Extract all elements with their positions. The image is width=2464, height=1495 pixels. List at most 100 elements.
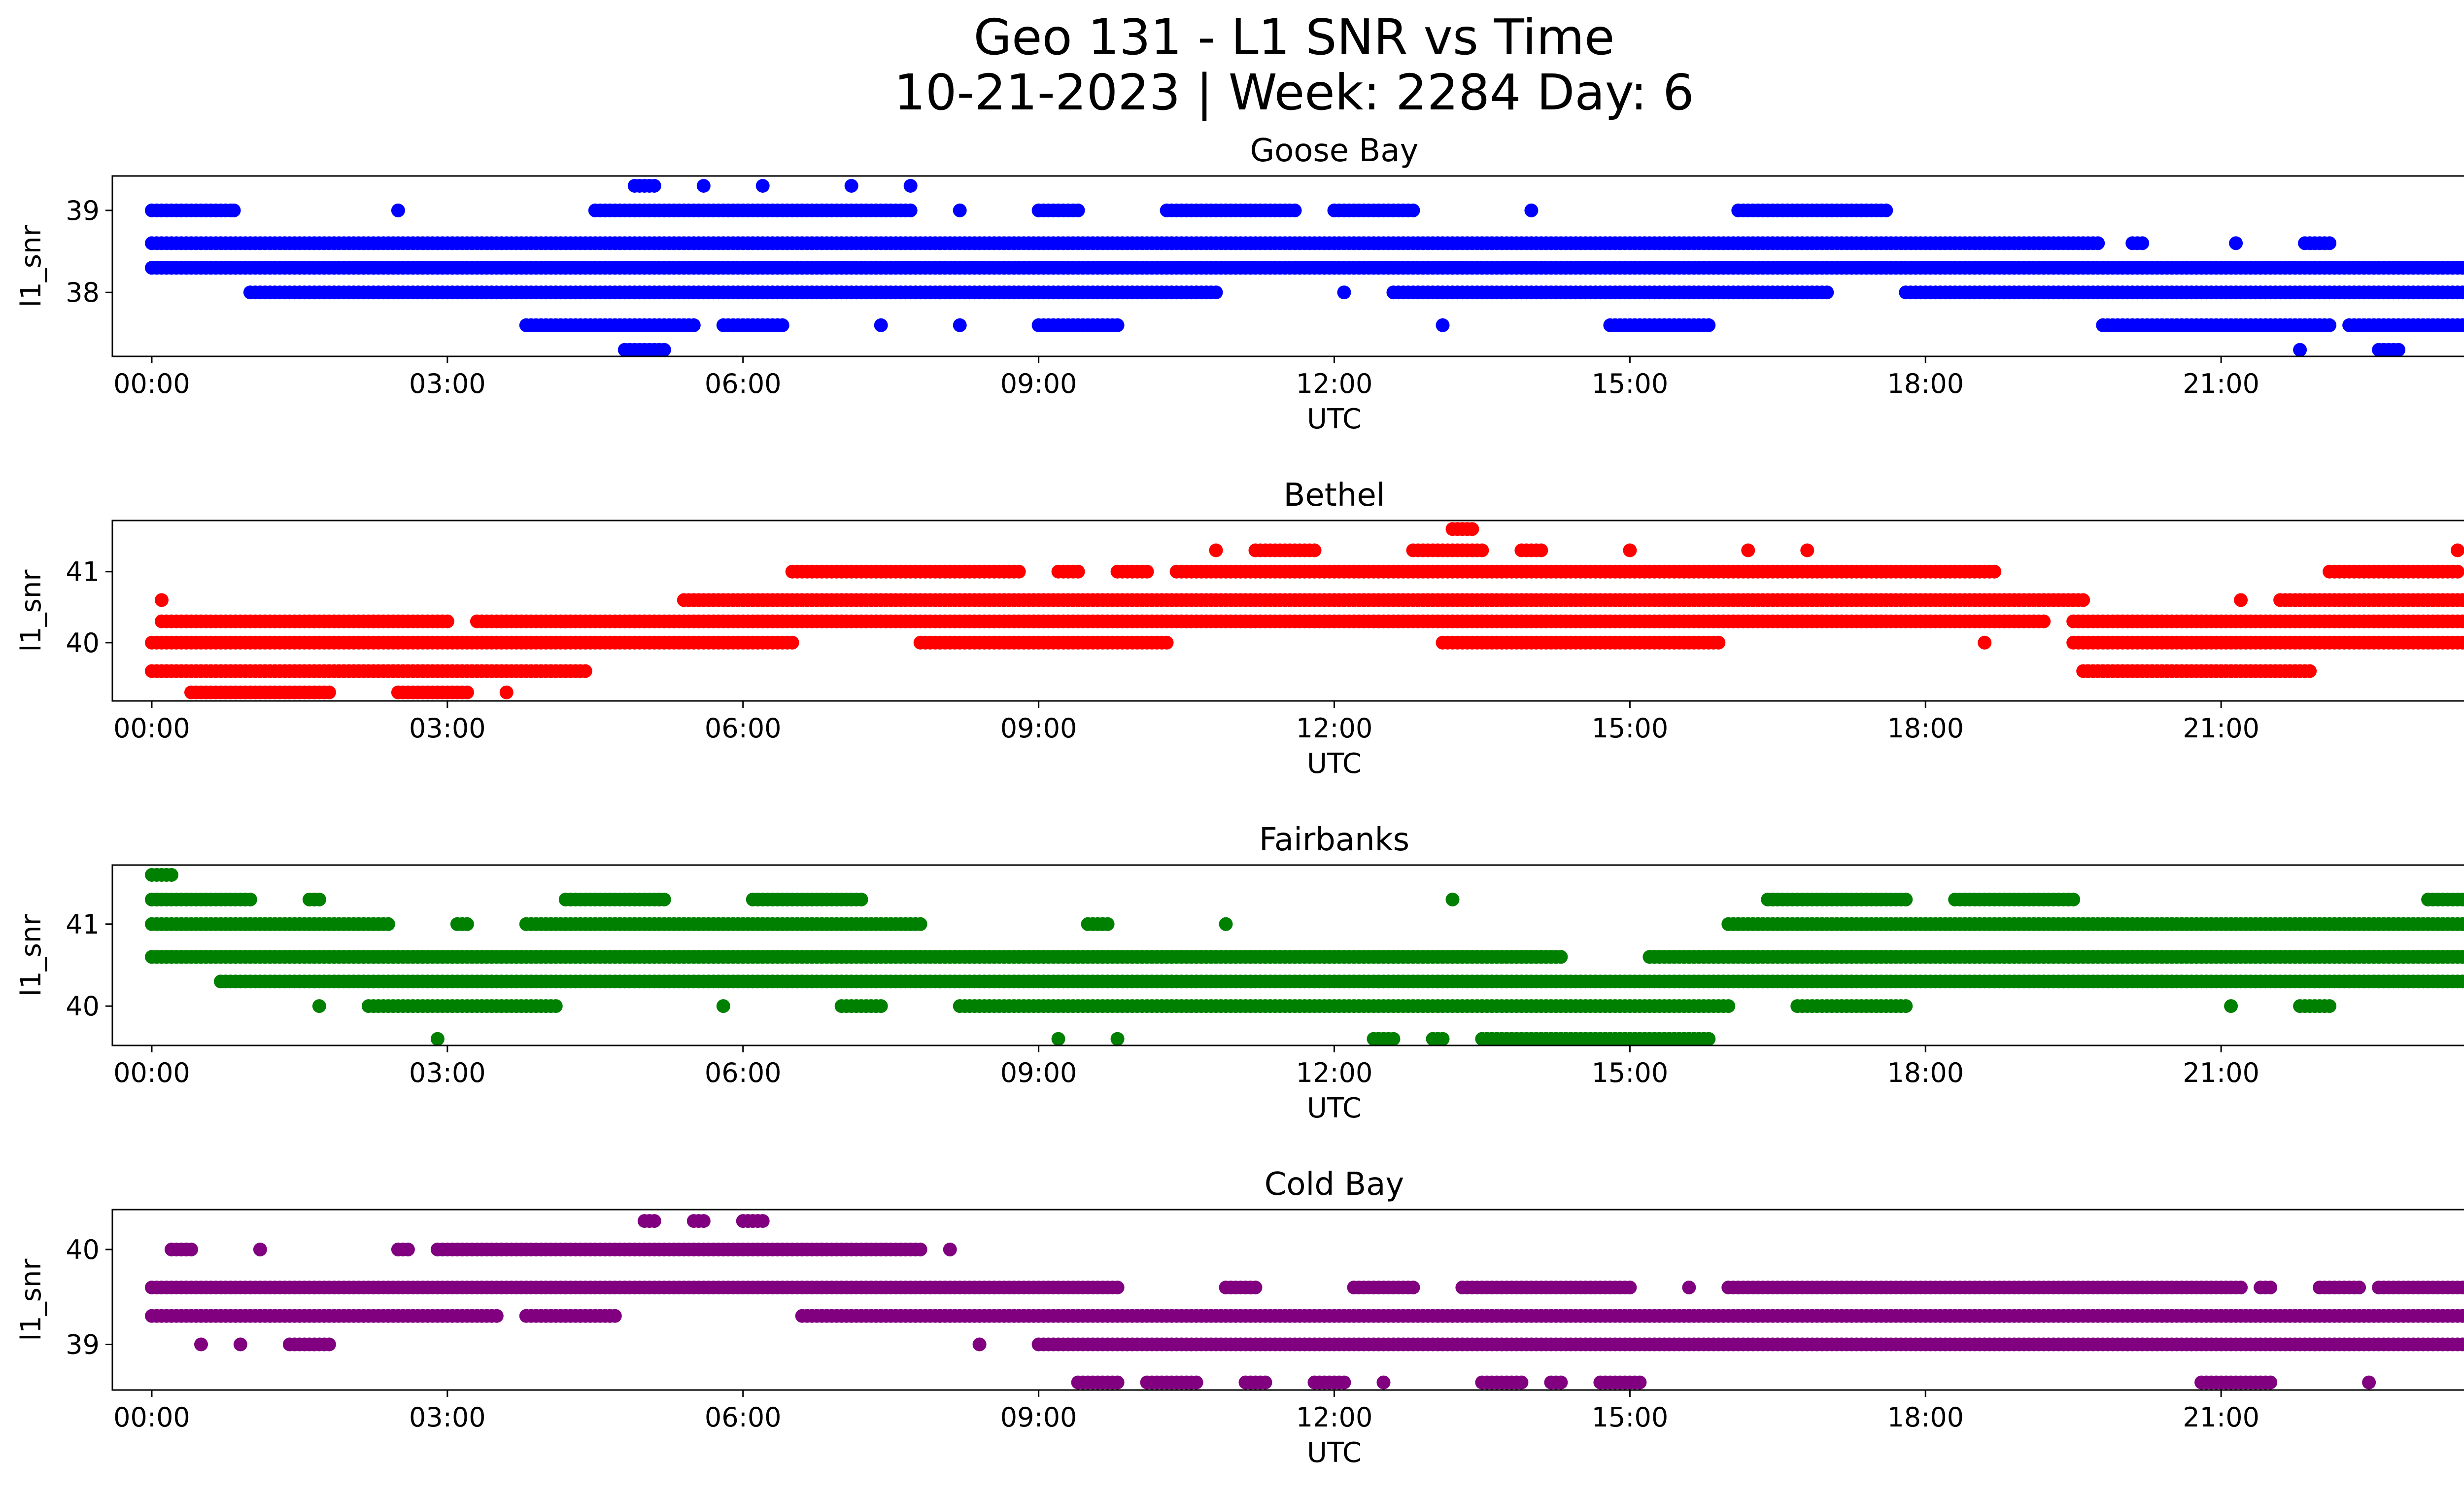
bethel-data-point <box>2303 664 2317 678</box>
goose-bay-data-point <box>2461 319 2464 331</box>
goose-bay-x-tick-label: 15:00 <box>1592 368 1669 399</box>
bethel-y-tick-label: 41 <box>66 556 100 588</box>
goose-bay-data-point <box>1209 285 1223 300</box>
figure-title-line-1: Geo 131 - L1 SNR vs Time <box>974 8 1615 66</box>
goose-bay-data-point <box>1288 203 1302 217</box>
goose-bay-x-tick-label: 09:00 <box>1000 368 1077 399</box>
goose-bay-data-point <box>2392 343 2406 357</box>
bethel-x-tick-label: 18:00 <box>1887 713 1964 744</box>
fairbanks-data-point <box>243 892 257 906</box>
bethel-data-point <box>1071 564 1085 579</box>
bethel-data-point <box>1987 564 2002 579</box>
goose-bay-y-tick-label: 39 <box>66 195 100 226</box>
goose-bay-data-point <box>1337 285 1351 300</box>
fairbanks-data-point <box>657 892 671 906</box>
goose-bay-data-point <box>1110 318 1125 332</box>
goose-bay-data-point <box>1406 203 1420 217</box>
goose-bay-data-point <box>2091 236 2105 250</box>
goose-bay-data-point <box>2135 236 2150 250</box>
goose-bay-data-point <box>1524 203 1539 217</box>
goose-bay-data-point <box>1071 203 1085 217</box>
bethel-data-points <box>145 522 2464 699</box>
goose-bay-data-point <box>775 318 789 332</box>
bethel-data-point <box>785 635 799 650</box>
goose-bay-y-axis-label: l1_snr <box>15 225 47 308</box>
fairbanks-data-point <box>716 999 730 1013</box>
bethel-data-point <box>460 685 474 699</box>
goose-bay-x-axis-label: UTC <box>1307 403 1362 435</box>
fairbanks-data-point <box>548 999 563 1013</box>
fairbanks-data-point <box>381 917 395 931</box>
goose-bay-data-point <box>2461 286 2464 299</box>
goose-bay-x-tick-label: 21:00 <box>2183 368 2259 399</box>
bethel-data-point <box>1140 564 1154 579</box>
goose-bay-data-point <box>903 179 918 193</box>
bethel-x-tick-label: 00:00 <box>113 713 190 744</box>
goose-bay-data-point <box>2323 236 2337 250</box>
goose-bay-x-tick-label: 12:00 <box>1296 368 1373 399</box>
fairbanks-subplot-title: Fairbanks <box>1259 822 1409 858</box>
fairbanks-data-point <box>1445 892 1460 906</box>
goose-bay-data-point <box>227 203 241 217</box>
fairbanks-data-point <box>1899 999 1913 1013</box>
goose-bay-subplot-title: Goose Bay <box>1250 133 1419 169</box>
goose-bay-data-point <box>647 179 661 193</box>
bethel-x-tick-label: 03:00 <box>409 713 486 744</box>
goose-bay-data-point <box>2323 318 2337 332</box>
fairbanks-data-point <box>430 1032 445 1046</box>
bethel-subplot-title: Bethel <box>1283 477 1385 514</box>
fairbanks-data-point <box>1436 1032 1450 1046</box>
fairbanks-data-point <box>1110 1032 1125 1046</box>
bethel-y-tick-label: 40 <box>66 627 100 659</box>
fairbanks-data-point <box>854 892 868 906</box>
bethel-data-point <box>1475 543 1489 557</box>
goose-bay-data-point <box>696 179 711 193</box>
goose-bay-data-point <box>1436 318 1450 332</box>
bethel-data-point <box>2037 614 2051 628</box>
bethel-data-point <box>322 685 336 699</box>
bethel-data-point <box>2234 593 2248 607</box>
goose-bay-y-tick-label: 38 <box>66 277 100 308</box>
fairbanks-data-point <box>1051 1032 1065 1046</box>
bethel-data-point <box>1160 635 1174 650</box>
goose-bay-data-point <box>903 203 918 217</box>
bethel-data-point <box>1012 564 1026 579</box>
fairbanks-data-point <box>913 917 927 931</box>
bethel-data-point <box>1978 635 1992 650</box>
fairbanks-data-point <box>1899 892 1913 906</box>
goose-bay-data-point <box>391 203 405 217</box>
bethel-data-point <box>1711 635 1726 650</box>
fairbanks-data-point <box>2066 892 2081 906</box>
bethel-x-tick-label: 12:00 <box>1296 713 1373 744</box>
fairbanks-data-point <box>165 868 178 882</box>
bethel-data-point <box>2451 543 2464 557</box>
fairbanks-data-point <box>460 917 474 931</box>
goose-bay-data-point <box>1820 285 1834 300</box>
bethel-data-point <box>1307 543 1322 557</box>
fairbanks-data-point <box>312 999 326 1013</box>
goose-bay-data-point <box>953 203 967 217</box>
bethel-x-tick-label: 09:00 <box>1000 713 1077 744</box>
bethel-data-point <box>1465 522 1479 536</box>
bethel-data-point <box>1741 543 1755 557</box>
fairbanks-data-point <box>1386 1032 1401 1046</box>
fairbanks-data-point <box>2224 999 2238 1013</box>
bethel-data-point <box>440 614 454 628</box>
bethel-data-point <box>1534 543 1548 557</box>
fairbanks-data-point <box>1219 917 1233 931</box>
goose-bay-x-tick-label: 03:00 <box>409 368 486 399</box>
goose-bay-data-point <box>1879 203 1893 217</box>
figure-title-line-2: 10-21-2023 | Week: 2284 Day: 6 <box>894 64 1694 121</box>
goose-bay-data-point <box>2461 262 2464 274</box>
bethel-data-point <box>578 664 592 678</box>
fairbanks-data-point <box>1721 999 1736 1013</box>
goose-bay-data-point <box>844 179 858 193</box>
bethel-data-point <box>1209 543 1223 557</box>
fairbanks-data-point <box>1554 950 1568 964</box>
fairbanks-data-point <box>1100 917 1115 931</box>
goose-bay-data-point <box>874 318 888 332</box>
